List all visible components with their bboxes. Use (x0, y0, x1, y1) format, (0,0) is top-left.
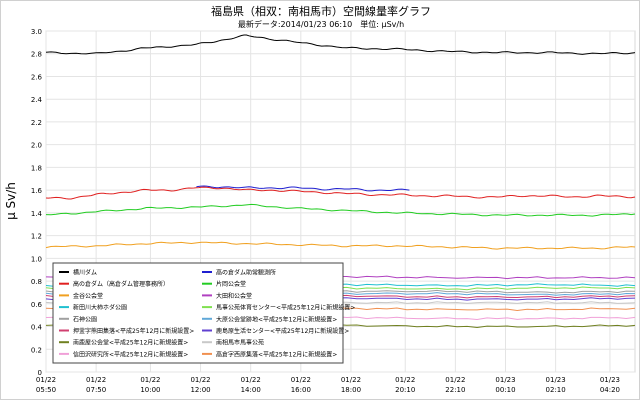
chart-subtitle: 最新データ:2014/01/23 06:10 単位: μSv/h (238, 19, 404, 29)
y-tick-label: 2.0 (31, 142, 42, 150)
x-tick-time: 07:50 (86, 386, 106, 394)
x-tick-date: 01/22 (86, 376, 106, 384)
y-tick-label: 3.0 (31, 28, 42, 36)
x-tick-date: 01/22 (445, 376, 465, 384)
y-tick-label: 0.6 (31, 301, 43, 309)
legend-item-label: 高の倉ダム（高倉ダム管理事務所） (73, 280, 169, 288)
y-axis-label: μ Sv/h (4, 182, 18, 220)
x-tick-date: 01/22 (140, 376, 160, 384)
y-tick-label: 2.2 (31, 119, 42, 127)
legend-item-label: 高倉字西原集落<平成25年12月に新規設置> (216, 350, 337, 358)
x-tick-time: 14:00 (241, 386, 261, 394)
y-tick-label: 0 (38, 369, 42, 377)
series-line (45, 34, 636, 55)
series-line (45, 241, 636, 250)
legend-item-label: 大原公会堂跡地<平成25年12月に新規設置> (216, 315, 337, 323)
legend-box (52, 262, 344, 364)
x-tick-time: 10:00 (140, 386, 160, 394)
chart-title: 福島県（相双：南相馬市）空間線量率グラフ (211, 4, 431, 18)
x-axis-ticks: 01/22 05:50 01/22 07:50 01/22 10:00 01/22 12:00… (36, 376, 620, 394)
legend-item-label: 押釜字熊田集落<平成25年12月に新規設置> (73, 327, 194, 335)
y-axis-ticks: 0 0.2 0.4 0.6 0.8 1.0 1.2 1.4 1.6 1.8 2.0 2.2 2.4 2.6… (31, 28, 43, 377)
y-tick-label: 2.4 (31, 96, 43, 104)
x-tick-date: 01/22 (190, 376, 210, 384)
x-tick-time: 05:50 (36, 386, 56, 394)
y-tick-label: 1.4 (31, 210, 43, 218)
x-tick-time: 02:10 (546, 386, 566, 394)
legend-item-label: 南相馬市馬事公苑 (216, 339, 264, 347)
x-tick-date: 01/22 (291, 376, 311, 384)
y-tick-label: 1.2 (31, 233, 42, 241)
y-tick-label: 1.8 (31, 164, 42, 172)
x-tick-date: 01/22 (341, 376, 361, 384)
grid-lines (45, 30, 635, 373)
x-tick-date: 01/23 (495, 376, 515, 384)
y-tick-label: 1.6 (31, 187, 43, 195)
x-tick-date: 01/23 (600, 376, 620, 384)
legend-item-label: 高の倉ダム助常観測所 (216, 269, 276, 277)
x-tick-date: 01/22 (36, 376, 56, 384)
legend-item-label: 片岡公会堂 (216, 280, 246, 288)
series-line (45, 203, 636, 217)
y-tick-label: 0.2 (31, 346, 42, 354)
series-line (45, 186, 636, 200)
x-tick-date: 01/23 (546, 376, 566, 384)
y-tick-label: 2.8 (31, 51, 42, 59)
legend-item-label: 鹿島原生活センター<平成25年12月に新規設置> (216, 327, 349, 335)
x-tick-date: 01/22 (241, 376, 261, 384)
series-line (196, 185, 410, 192)
legend-item-label: 横川ダム (73, 269, 97, 277)
y-tick-label: 2.6 (31, 73, 43, 81)
y-tick-label: 0.8 (31, 278, 42, 286)
legend-item-label: 大田和公会堂 (216, 292, 252, 300)
x-tick-time: 22:10 (445, 386, 465, 394)
x-tick-date: 01/22 (395, 376, 415, 384)
legend-item-label: 馬事公苑体育センター<平成25年12月に新規設置> (216, 304, 355, 312)
x-tick-time: 20:10 (395, 386, 415, 394)
x-tick-time: 00:10 (495, 386, 515, 394)
y-tick-label: 0.4 (31, 324, 43, 332)
y-tick-label: 1.0 (31, 255, 42, 263)
x-tick-time: 12:00 (190, 386, 210, 394)
legend-item-label: 新田川大柿ホダ公園 (73, 304, 127, 312)
legend-item-label: 金谷公会堂 (73, 292, 103, 300)
x-tick-time: 18:00 (341, 386, 361, 394)
legend-item-label: 南鹿屋公会堂<平成25年12月に新規設置> (73, 339, 188, 347)
x-tick-time: 04:20 (600, 386, 620, 394)
legend-item-label: 石神公園 (73, 315, 97, 323)
x-tick-time: 16:00 (291, 386, 311, 394)
legend-item-label: 信田沢研究所<平成25年12月に新規設置> (73, 350, 188, 358)
